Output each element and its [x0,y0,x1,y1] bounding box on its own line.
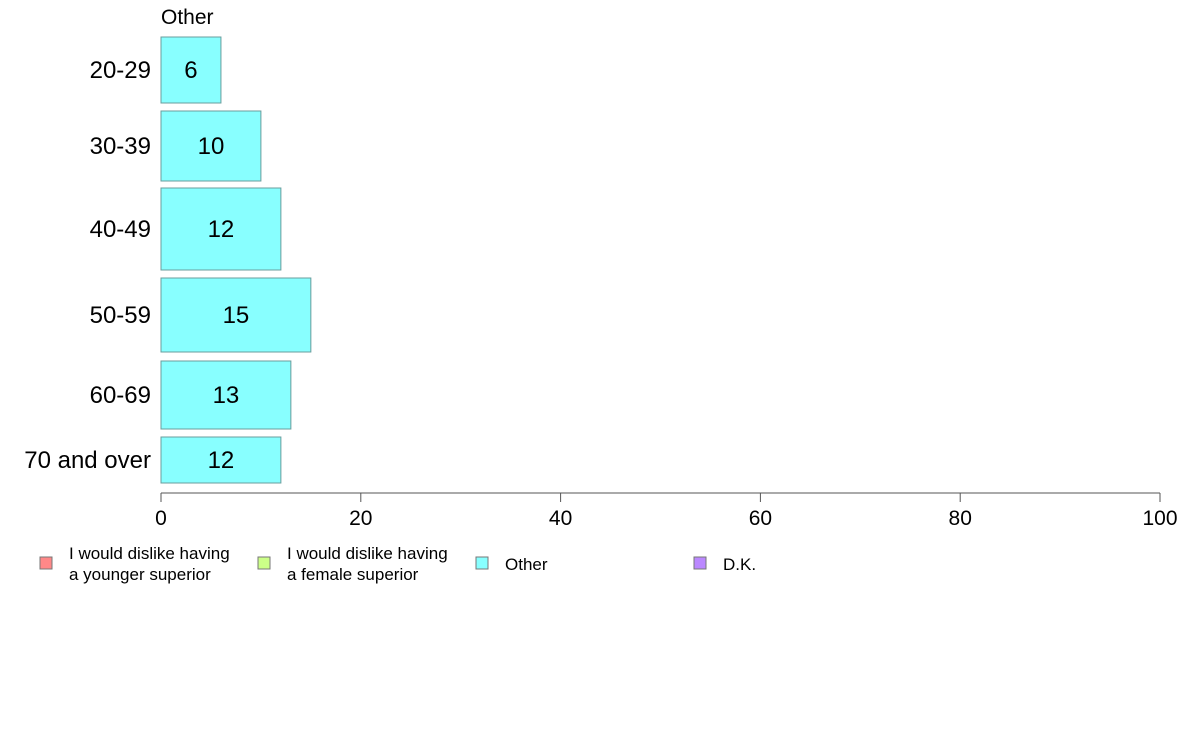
legend-swatch [257,556,271,570]
legend-label: Other [505,555,548,574]
x-tick-label: 100 [1142,507,1177,530]
data-label: 13 [213,382,240,409]
legend-label: I would dislike having [69,544,230,563]
bar [160,436,282,484]
x-tick-label: 0 [155,507,167,530]
legend-swatch [693,556,707,570]
x-tick-label: 20 [349,507,372,530]
category-label: 40-49 [90,216,151,243]
x-tick-label: 60 [749,507,772,530]
data-label: 6 [184,57,197,84]
x-tick-label: 80 [949,507,972,530]
category-label: 20-29 [90,57,151,84]
category-label: 50-59 [90,302,151,329]
category-label: 60-69 [90,382,151,409]
legend-label: D.K. [723,555,756,574]
legend-label: a younger superior [69,565,211,584]
bar [160,36,222,104]
bar [160,187,282,271]
data-label: 12 [208,216,235,243]
legend-swatch [475,556,489,570]
chart-title: Other [161,6,214,29]
category-label: 70 and over [24,447,151,474]
x-axis: 0 20 40 60 80 100 [155,492,1178,530]
legend-label: I would dislike having [287,544,448,563]
data-label: 12 [208,447,235,474]
bars: 20-29 6 30-39 10 40-49 12 50-59 15 60-69 13 70 and… [24,36,312,484]
x-tick-label: 40 [549,507,572,530]
bar [160,110,262,182]
legend-swatch [39,556,53,570]
legend: I would dislike having a younger superior… [39,544,756,584]
bar [160,360,292,430]
category-label: 30-39 [90,133,151,160]
legend-label: a female superior [287,565,419,584]
data-label: 15 [223,302,250,329]
data-label: 10 [198,133,225,160]
bar [160,277,312,353]
